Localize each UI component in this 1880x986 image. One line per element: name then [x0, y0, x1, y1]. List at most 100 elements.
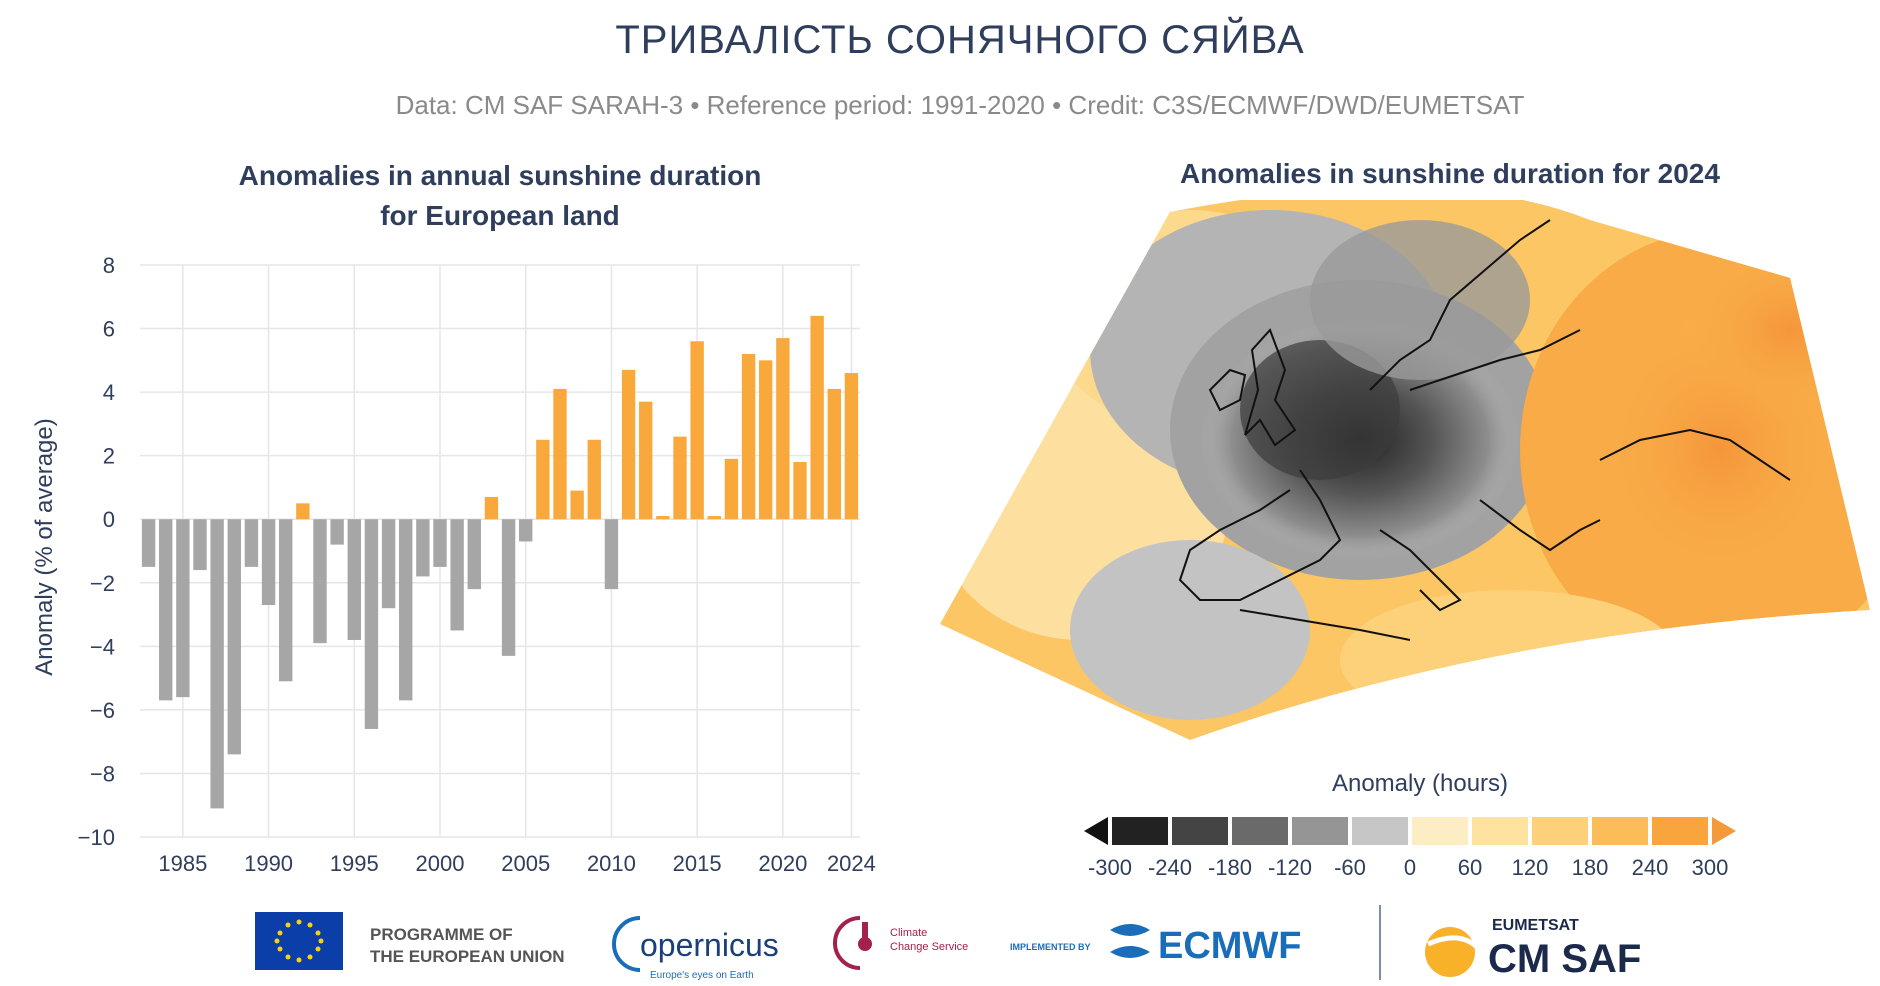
colorbar-segment [1472, 817, 1528, 845]
y-tick-label: 6 [103, 317, 115, 342]
eu-label-line1: PROGRAMME OF [370, 925, 513, 944]
bar-1985 [176, 519, 190, 698]
colorbar-segment [1352, 817, 1408, 845]
bar-2021 [793, 462, 807, 520]
y-tick-label: −2 [90, 571, 115, 596]
bar-2000 [433, 519, 447, 567]
copernicus-logo: opernicus Europe's eyes on Earth [612, 916, 779, 981]
climate-label-line2: Change Service [890, 941, 968, 953]
y-tick-label: −8 [90, 761, 115, 786]
subtitle: Data: CM SAF SARAH-3 • Reference period:… [395, 90, 1525, 120]
y-tick-label: 2 [103, 444, 115, 469]
bar-1994 [330, 519, 344, 545]
bar-1991 [279, 519, 293, 682]
copernicus-tagline: Europe's eyes on Earth [650, 970, 754, 981]
eumetsat-wordmark: EUMETSAT [1492, 917, 1579, 934]
bar-2019 [759, 360, 773, 520]
bar-1990 [261, 519, 276, 606]
bar-2016 [707, 516, 721, 520]
map-title: Anomalies in sunshine duration for 2024 [1180, 158, 1720, 189]
eu-label-line2: THE EUROPEAN UNION [370, 947, 565, 966]
colorbar: -300 -240 -180 -120 -60 0 60 120 180 240 300 [1084, 817, 1736, 880]
colorbar-tick-label: 300 [1692, 855, 1729, 880]
climate-label-line1: Climate [890, 927, 927, 939]
bar-1997 [381, 519, 396, 609]
coastlines [1178, 219, 1791, 641]
ecmwf-logo: ECMWF [1110, 924, 1302, 967]
colorbar-tick-label: -60 [1334, 855, 1366, 880]
colorbar-segment [1172, 817, 1228, 845]
bar-1993 [313, 519, 327, 644]
bar-1992 [296, 503, 310, 520]
bar-1988 [227, 519, 241, 755]
bar-chart-title: Anomalies in annual sunshine duration fo… [150, 156, 850, 236]
x-tick-label: 2005 [501, 851, 550, 876]
colorbar-segment [1112, 817, 1168, 845]
x-tick-label: 2024 [827, 851, 876, 876]
bar-1999 [416, 519, 430, 577]
footer-logos: PROGRAMME OF THE EUROPEAN UNION opernicu… [255, 905, 1641, 981]
colorbar-tick-label: 120 [1512, 855, 1549, 880]
bar-2020 [776, 338, 790, 520]
colorbar-label: Anomaly (hours) [1331, 770, 1509, 797]
bar-2022 [810, 315, 824, 520]
colorbar-ticks: -300 -240 -180 -120 -60 0 60 120 180 240 300 [1088, 855, 1728, 880]
main-title: ТРИВАЛІСТЬ СОНЯЧНОГО СЯЙВА [615, 18, 1305, 62]
x-tick-label: 1985 [158, 851, 207, 876]
bar-1986 [193, 519, 207, 571]
colorbar-segment [1652, 817, 1708, 845]
cm-saf-logo: EUMETSAT CM SAF [1425, 917, 1641, 981]
x-tick-label: 2010 [587, 851, 636, 876]
x-tick-label: 2015 [673, 851, 722, 876]
bar-2014 [673, 436, 687, 520]
bar-2007 [553, 388, 567, 520]
bar-2004 [501, 519, 516, 656]
bar-chart-x-ticks: 1985 1990 1995 2000 2005 2010 2015 2020 2024 [158, 851, 876, 876]
colorbar-tick-label: 0 [1404, 855, 1416, 880]
y-tick-label: −6 [90, 698, 115, 723]
bar-2017 [724, 458, 739, 520]
x-tick-label: 1990 [244, 851, 293, 876]
implemented-by: IMPLEMENTED BY [1010, 942, 1091, 952]
bar-2012 [639, 401, 653, 520]
bar-2006 [536, 439, 550, 520]
colorbar-segment [1412, 817, 1468, 845]
bar-2023 [827, 388, 841, 520]
bar-chart: 8 6 4 2 0 −2 −4 −6 −8 −10 1985 1990 1995 2000 2005 201… [31, 253, 876, 876]
colorbar-tick-label: -120 [1268, 855, 1312, 880]
bar-2011 [621, 369, 636, 520]
colorbar-tick-label: -240 [1148, 855, 1192, 880]
ecmwf-wordmark: ECMWF [1158, 925, 1302, 967]
y-tick-label: 4 [103, 380, 115, 405]
bar-1987 [210, 519, 224, 809]
bar-2005 [519, 519, 533, 542]
bar-2003 [484, 496, 499, 520]
bar-chart-title-line2: for European land [380, 200, 620, 231]
cm-saf-wordmark: CM SAF [1488, 937, 1641, 981]
bar-2002 [467, 519, 481, 590]
colorbar-segment [1592, 817, 1648, 845]
map-fill [940, 200, 1870, 740]
y-tick-label: 0 [103, 507, 115, 532]
bar-chart-bars [141, 315, 859, 809]
bar-chart-y-axis-label: Anomaly (% of average) [31, 418, 58, 675]
colorbar-segment [1532, 817, 1588, 845]
y-tick-label: −4 [90, 634, 115, 659]
y-tick-label: 8 [103, 253, 115, 278]
bar-2008 [570, 490, 584, 520]
x-tick-label: 2000 [416, 851, 465, 876]
bar-2018 [741, 353, 756, 520]
colorbar-tick-label: -300 [1088, 855, 1132, 880]
bar-chart-title-line1: Anomalies in annual sunshine duration [238, 160, 762, 191]
sunshine-anomaly-map [940, 200, 1870, 740]
colorbar-segment [1292, 817, 1348, 845]
bar-2010 [604, 519, 619, 590]
colorbar-tick-label: 60 [1458, 855, 1482, 880]
climate-change-service-logo: Climate Change Service [833, 916, 968, 970]
colorbar-segments [1084, 817, 1736, 845]
bar-1989 [244, 519, 259, 567]
colorbar-min-arrow [1084, 817, 1108, 845]
bar-2015 [690, 341, 704, 520]
y-tick-label: −10 [78, 825, 115, 850]
x-tick-label: 2020 [758, 851, 807, 876]
